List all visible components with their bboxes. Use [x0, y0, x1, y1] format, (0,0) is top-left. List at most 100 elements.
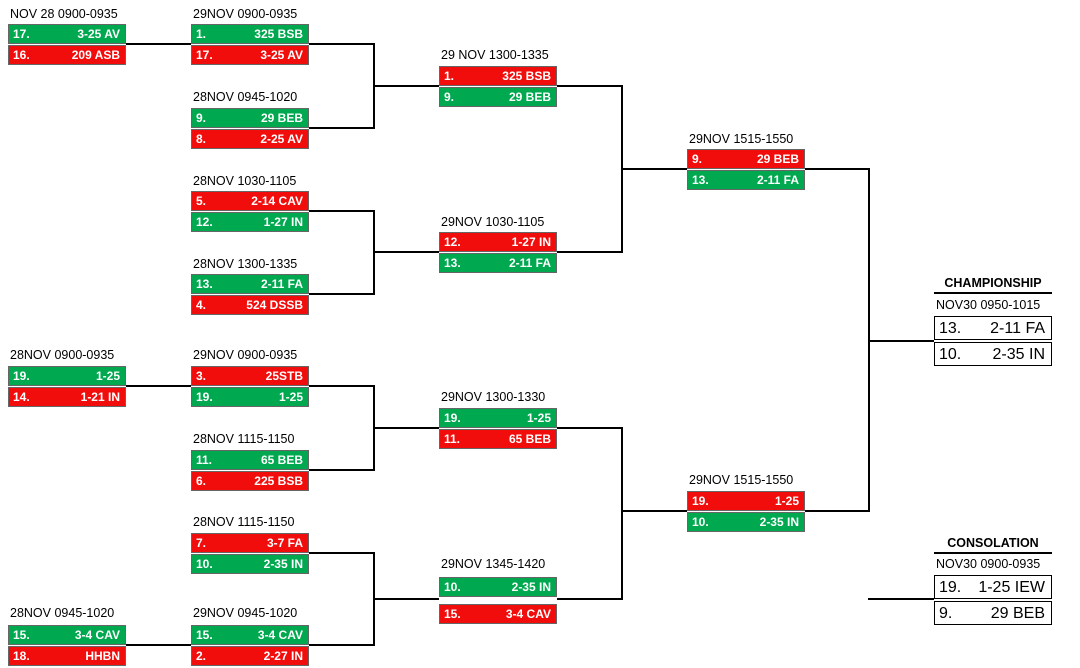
bracket-connector	[373, 427, 439, 429]
team-seed: 13.	[196, 277, 213, 291]
bracket-connector	[868, 340, 934, 342]
team-name: 1-25	[278, 390, 303, 404]
round4-match2-label: 29NOV 1515-1550	[689, 473, 794, 487]
team-name: 2-11 FA	[260, 277, 303, 291]
round3-match1-label: 29 NOV 1300-1335	[441, 48, 549, 62]
round2-match1-label: 29NOV 0900-0935	[193, 7, 298, 21]
bracket-connector	[309, 210, 374, 212]
team-name: 29 BEB	[260, 111, 303, 125]
round1-match3-label: 28NOV 0945-1020	[10, 606, 115, 620]
team-seed: 14.	[13, 390, 30, 404]
bracket-connector	[309, 127, 374, 129]
team-seed: 17.	[196, 48, 213, 62]
team-slot: 3. 25STB	[191, 366, 309, 386]
team-seed: 9.	[196, 111, 207, 125]
team-name: 29 BEB	[508, 90, 551, 104]
team-slot: 7. 3-7 FA	[191, 533, 309, 553]
team-slot: 16. 209 ASB	[8, 45, 126, 65]
team-seed: 9.	[444, 90, 455, 104]
team-seed: 18.	[13, 649, 30, 663]
team-name: 1-21 IN	[80, 390, 120, 404]
team-name: 3-25 AV	[77, 27, 120, 41]
team-slot: 1. 325 BSB	[439, 66, 557, 86]
team-name: 1-27 IN	[511, 235, 551, 249]
team-name: 2-27 IN	[263, 649, 303, 663]
team-seed: 4.	[196, 298, 207, 312]
team-name: 65 BEB	[260, 453, 303, 467]
team-slot: 12. 1-27 IN	[191, 212, 309, 232]
championship-team: 13. 2-11 FA	[934, 316, 1052, 340]
team-name: 1-27 IN	[263, 215, 303, 229]
bracket-connector	[805, 510, 869, 512]
team-name: 325 BSB	[502, 69, 551, 83]
bracket-connector	[309, 293, 374, 295]
bracket-connector	[557, 598, 622, 600]
team-seed: 10.	[939, 346, 962, 363]
team-name: 2-35 IN	[263, 557, 303, 571]
bracket-connector	[373, 598, 439, 600]
team-slot: 19. 1-25	[8, 366, 126, 386]
bracket-connector	[621, 427, 623, 600]
team-slot: 17. 3-25 AV	[8, 24, 126, 44]
team-seed: 12.	[196, 215, 213, 229]
team-slot: 2. 2-27 IN	[191, 646, 309, 666]
team-seed: 19.	[13, 369, 30, 383]
team-slot: 19. 1-25	[687, 491, 805, 511]
team-name: 3-4 CAV	[257, 628, 303, 642]
team-slot: 13. 2-11 FA	[191, 274, 309, 294]
bracket-connector	[309, 644, 374, 646]
team-seed: 11.	[444, 432, 461, 446]
bracket-connector	[309, 43, 374, 45]
team-slot: 10. 2-35 IN	[439, 577, 557, 597]
team-slot: 13. 2-11 FA	[687, 170, 805, 190]
team-slot: 19. 1-25	[191, 387, 309, 407]
team-name: 1-25 IEW	[978, 579, 1045, 596]
team-seed: 13.	[444, 256, 461, 270]
team-name: 209 ASB	[71, 48, 120, 62]
team-slot: 12. 1-27 IN	[439, 232, 557, 252]
team-seed: 1.	[196, 27, 207, 41]
round2-match6-label: 28NOV 1115-1150	[193, 432, 295, 446]
team-slot: 9. 29 BEB	[687, 149, 805, 169]
bracket-connector	[126, 644, 191, 646]
round2-match7-label: 28NOV 1115-1150	[193, 515, 295, 529]
round4-match1-label: 29NOV 1515-1550	[689, 132, 794, 146]
round2-match3-label: 28NOV 1030-1105	[193, 174, 297, 188]
team-seed: 11.	[196, 453, 213, 467]
championship-label: NOV30 0950-1015	[936, 298, 1041, 312]
round1-match1-label: NOV 28 0900-0935	[10, 7, 118, 21]
bracket-connector	[373, 251, 439, 253]
bracket-connector	[557, 427, 622, 429]
bracket-connector	[373, 85, 439, 87]
team-name: 29 BEB	[990, 605, 1045, 622]
team-name: 1-25	[526, 411, 551, 425]
team-slot: 15. 3-4 CAV	[8, 625, 126, 645]
bracket-connector	[126, 43, 191, 45]
team-seed: 9.	[939, 605, 953, 622]
team-seed: 10.	[692, 515, 709, 529]
team-seed: 7.	[196, 536, 207, 550]
bracket-connector	[621, 168, 687, 170]
team-slot: 17. 3-25 AV	[191, 45, 309, 65]
team-slot: 9. 29 BEB	[191, 108, 309, 128]
team-slot: 1. 325 BSB	[191, 24, 309, 44]
team-seed: 2.	[196, 649, 207, 663]
team-name: 2-14 CAV	[251, 194, 303, 208]
bracket-connector	[309, 385, 374, 387]
team-seed: 9.	[692, 152, 703, 166]
bracket-connector	[126, 385, 191, 387]
team-seed: 3.	[196, 369, 207, 383]
team-name: 2-11 FA	[990, 320, 1045, 337]
team-seed: 1.	[444, 69, 455, 83]
team-slot: 5. 2-14 CAV	[191, 191, 309, 211]
team-name: 25STB	[265, 369, 303, 383]
team-name: 2-25 AV	[260, 132, 303, 146]
team-name: 225 BSB	[254, 474, 303, 488]
round2-match5-label: 29NOV 0900-0935	[193, 348, 298, 362]
team-seed: 16.	[13, 48, 30, 62]
team-name: 2-35 IN	[511, 580, 551, 594]
team-slot: 10. 2-35 IN	[191, 554, 309, 574]
team-name: 29 BEB	[756, 152, 799, 166]
team-seed: 5.	[196, 194, 207, 208]
round3-match3-label: 29NOV 1300-1330	[441, 390, 546, 404]
